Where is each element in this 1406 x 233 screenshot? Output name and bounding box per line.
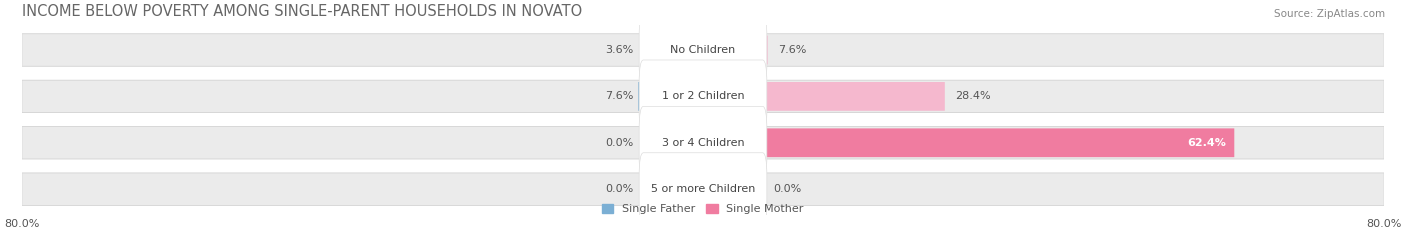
FancyBboxPatch shape [22,127,1384,159]
Text: 3.6%: 3.6% [605,45,633,55]
FancyBboxPatch shape [22,80,1384,113]
Text: 0.0%: 0.0% [773,184,801,194]
FancyBboxPatch shape [640,153,766,226]
FancyBboxPatch shape [703,36,768,64]
FancyBboxPatch shape [22,34,1384,66]
Text: 0.0%: 0.0% [605,138,633,148]
Text: Source: ZipAtlas.com: Source: ZipAtlas.com [1274,9,1385,19]
Text: 28.4%: 28.4% [955,91,991,101]
Text: 0.0%: 0.0% [605,184,633,194]
FancyBboxPatch shape [640,106,766,179]
Text: 62.4%: 62.4% [1187,138,1226,148]
FancyBboxPatch shape [703,128,1234,157]
Text: 5 or more Children: 5 or more Children [651,184,755,194]
Text: 3 or 4 Children: 3 or 4 Children [662,138,744,148]
FancyBboxPatch shape [638,82,703,111]
Text: 7.6%: 7.6% [778,45,806,55]
Text: No Children: No Children [671,45,735,55]
Text: INCOME BELOW POVERTY AMONG SINGLE-PARENT HOUSEHOLDS IN NOVATO: INCOME BELOW POVERTY AMONG SINGLE-PARENT… [22,4,582,19]
FancyBboxPatch shape [640,60,766,133]
Legend: Single Father, Single Mother: Single Father, Single Mother [598,200,808,219]
Text: 7.6%: 7.6% [605,91,633,101]
FancyBboxPatch shape [672,36,703,64]
FancyBboxPatch shape [703,82,945,111]
FancyBboxPatch shape [640,14,766,86]
Text: 1 or 2 Children: 1 or 2 Children [662,91,744,101]
FancyBboxPatch shape [22,173,1384,206]
